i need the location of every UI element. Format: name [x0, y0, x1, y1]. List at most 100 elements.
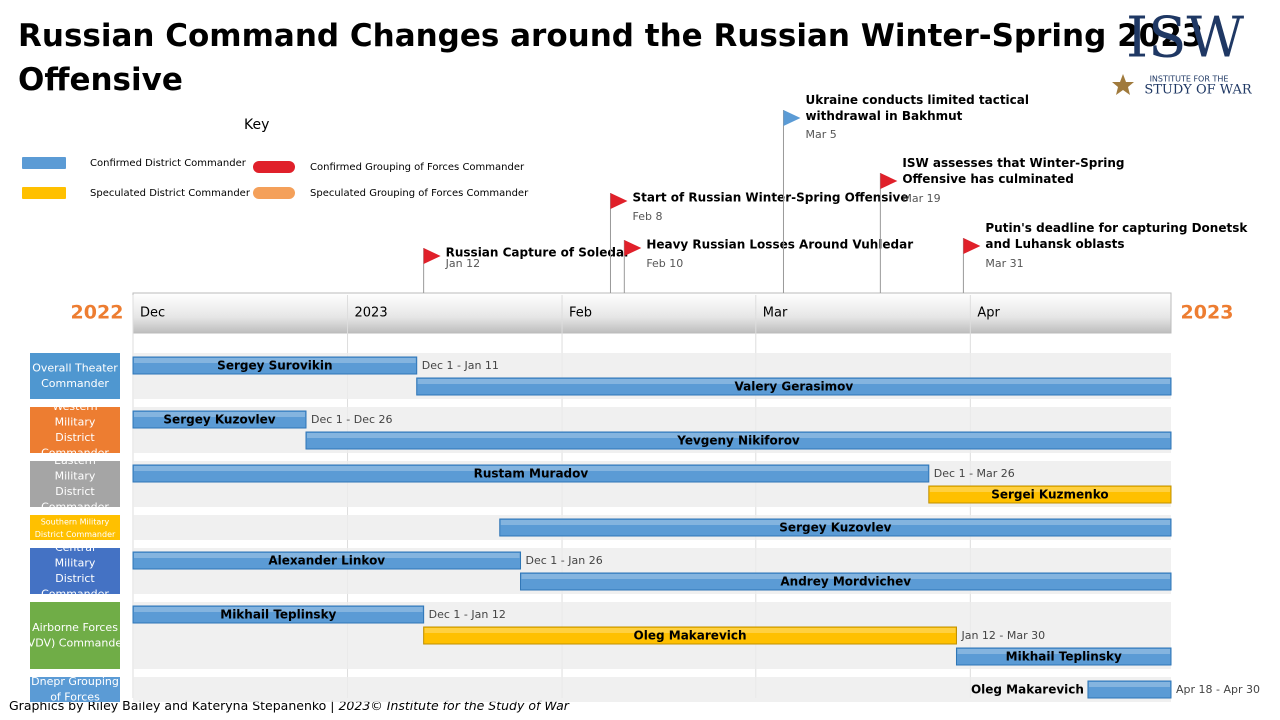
bar [928, 485, 1172, 504]
x-tick-label: 2023 [355, 306, 388, 321]
row-label-line: Military [55, 469, 96, 482]
title: Russian Command Changes around the Russi… [18, 18, 1203, 54]
event-text: Ukraine conducts limited tactical withdra… [805, 93, 1029, 123]
key-label: Confirmed District Commander [90, 158, 247, 169]
row-label: Dnepr Grouping of Forces [31, 675, 119, 704]
bar-label: Yevgeny Nikiforov [676, 434, 800, 448]
bar [499, 518, 1172, 537]
bar [132, 551, 522, 570]
key-swatch [253, 187, 295, 199]
row-label-line: Overall Theater [32, 361, 118, 374]
bar-label: Oleg Makarevich [971, 683, 1084, 697]
title: Offensive [18, 62, 183, 98]
bar [132, 605, 425, 624]
bar [955, 647, 1172, 666]
row-label-line: Western [52, 400, 97, 413]
event-flag [624, 240, 642, 256]
row-label-line: of Forces [50, 690, 100, 703]
bar-label: Rustam Muradov [474, 467, 589, 481]
key-label: Confirmed Grouping of Forces Commander [310, 162, 525, 173]
row-label: Airborne Forces (VDV) Commander [23, 621, 127, 650]
row-label-line: Military [55, 415, 96, 428]
bar-label: Mikhail Teplinsky [220, 608, 336, 622]
row-label-box [30, 515, 120, 540]
row-label: Overall Theater Commander [32, 361, 118, 390]
row-label: Southern Military District Commander [35, 517, 116, 539]
year-label: 2023 [1181, 302, 1234, 324]
row-label-line: Southern Military [41, 517, 110, 526]
bar-shine [500, 520, 1170, 525]
event-date: Mar 5 [805, 128, 836, 141]
event-date: Feb 8 [632, 210, 662, 223]
logo-star [1112, 74, 1134, 95]
bar-range: Dec 1 - Jan 11 [422, 359, 499, 372]
row-label-box [30, 353, 120, 399]
bar-range: Dec 1 - Mar 26 [934, 467, 1015, 480]
x-tick-label: Mar [763, 306, 788, 321]
row-label-line: Dnepr Grouping [31, 675, 119, 688]
bar-range: Dec 1 - Jan 26 [526, 554, 603, 567]
bar-label: Sergey Kuzovlev [163, 413, 275, 427]
row-label-line: Commander [41, 446, 109, 459]
event-text-line: Putin's deadline for capturing Donetsk [985, 221, 1248, 235]
row-label-line: (VDV) Commander [23, 636, 127, 649]
bar [520, 572, 1172, 591]
axis-band [132, 292, 1172, 334]
event-flag [610, 193, 628, 209]
key-swatch [253, 161, 295, 173]
row-label-box [30, 602, 120, 669]
row-label: Central Military District Commander [41, 541, 109, 601]
bar-range: Dec 1 - Dec 26 [311, 413, 393, 426]
event-text: Heavy Russian Losses Around Vuhledar [646, 238, 913, 252]
event-date: Feb 10 [646, 257, 683, 270]
bar-label: Oleg Makarevich [634, 629, 747, 643]
event-date: Mar 19 [902, 192, 940, 205]
row-label-line: District Commander [35, 529, 116, 538]
bar-shine [134, 412, 305, 417]
bar-label: Mikhail Teplinsky [1006, 650, 1122, 664]
bar-shine [1088, 682, 1170, 687]
row-label-box [30, 461, 120, 507]
row-label-line: District [55, 485, 95, 498]
year-label: 2022 [71, 302, 124, 324]
bar [132, 356, 418, 375]
bar [132, 464, 930, 483]
event-text-line: withdrawal in Bakhmut [805, 109, 962, 123]
event-date: Mar 31 [985, 257, 1023, 270]
bar-label: Sergey Surovikin [217, 359, 332, 373]
bar-label: Sergey Kuzovlev [779, 521, 891, 535]
chart-title: Russian Command Changes around the Russi… [18, 18, 1203, 98]
row-label-line: Airborne Forces [32, 621, 118, 634]
bar [423, 626, 957, 645]
bar-shine [521, 574, 1170, 579]
bar-range: Jan 12 - Mar 30 [960, 629, 1045, 642]
x-tick-label: Apr [977, 306, 1000, 321]
event-text: Start of Russian Winter-Spring Offensive [632, 191, 908, 205]
event-flag [963, 238, 981, 254]
row-label-line: District [55, 431, 95, 444]
event-flag [423, 248, 441, 264]
bar-label: Valery Gerasimov [734, 380, 853, 394]
event-text-line: Ukraine conducts limited tactical [805, 93, 1029, 107]
logo-mark: ISW [1126, 6, 1244, 71]
row-label-line: Commander [41, 500, 109, 513]
row-label-line: Commander [41, 377, 109, 390]
bar-shine [134, 553, 520, 558]
key-label: Speculated District Commander [90, 188, 251, 199]
bar [132, 410, 307, 429]
key-label: Speculated Grouping of Forces Commander [310, 188, 529, 199]
event-text: Russian Capture of Soledar [446, 246, 630, 260]
bar-shine [424, 628, 956, 633]
bar-range: Dec 1 - Jan 12 [429, 608, 506, 621]
key-swatch [22, 157, 66, 169]
event-date: Jan 12 [445, 257, 480, 270]
x-tick-label: Dec [140, 306, 165, 321]
bar [305, 431, 1172, 450]
row-label-line: District [55, 572, 95, 585]
bar-range: Apr 18 - Apr 30 [1176, 683, 1260, 696]
row-band [133, 677, 1171, 702]
bar [416, 377, 1172, 396]
bar-shine [134, 466, 928, 471]
row-label-line: Central [55, 541, 95, 554]
